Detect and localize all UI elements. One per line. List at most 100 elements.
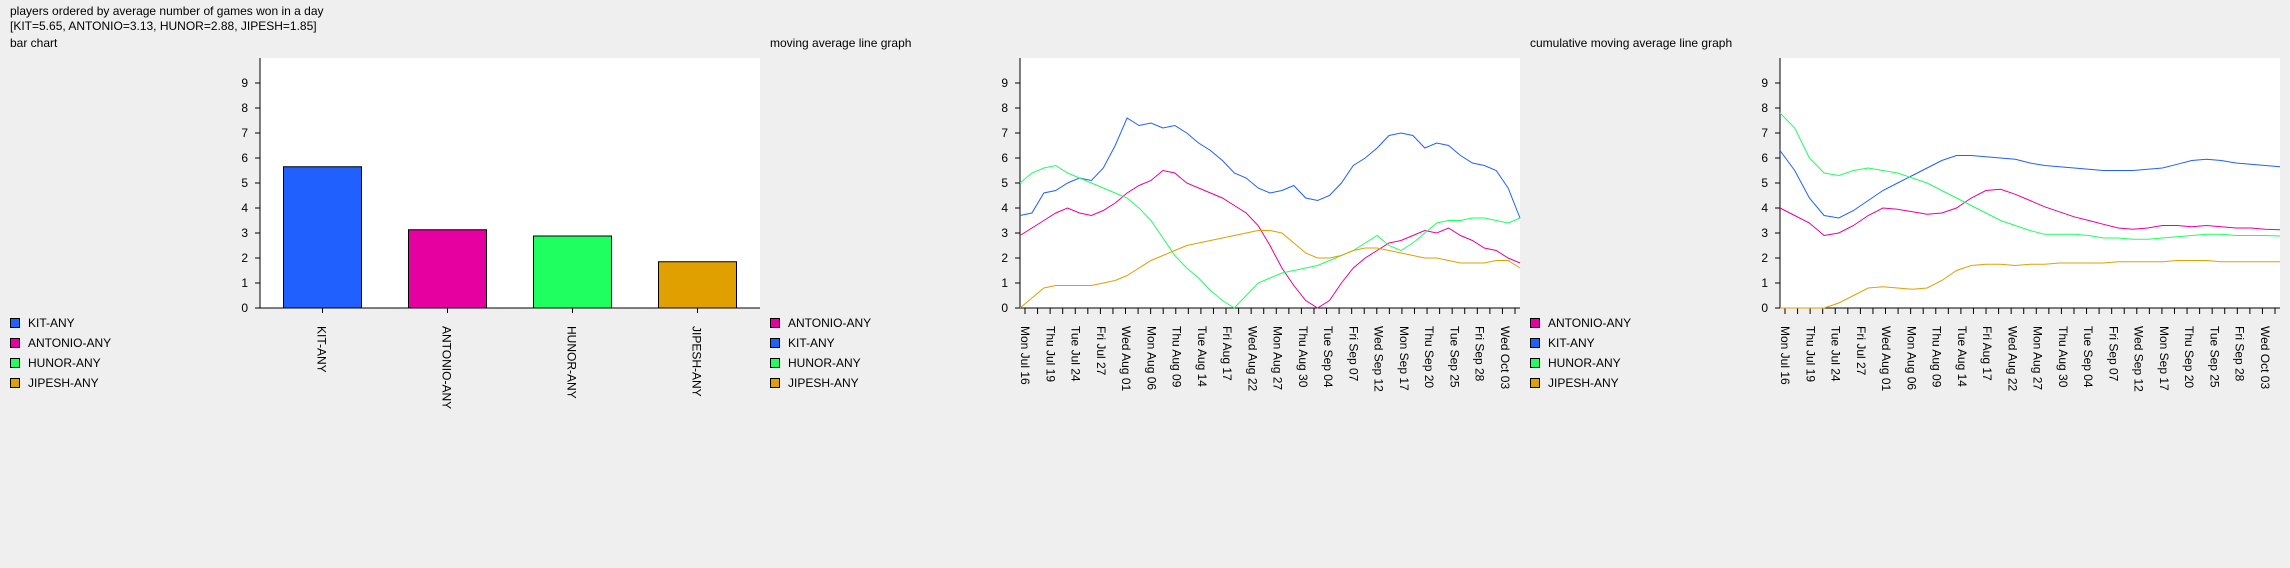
- moving-x-tick-label: Tue Aug 14: [1195, 326, 1209, 387]
- moving-x-tick-label: Mon Jul 16: [1018, 326, 1032, 385]
- legend-entry: ANTONIO-ANY: [1530, 313, 1631, 333]
- cumulative-x-tick-label: Thu Sep 20: [2182, 326, 2196, 388]
- cumulative-y-tick-label: 6: [1761, 151, 1768, 165]
- cumulative-average-legend: ANTONIO-ANY KIT-ANY HUNOR-ANY JIPESH-ANY: [1530, 313, 1631, 393]
- bar-jipesh-any: [658, 261, 737, 309]
- bar-kit-any: [283, 166, 362, 309]
- cumulative-y-tick-label: 4: [1761, 201, 1768, 215]
- moving-y-tick-label: 5: [1001, 176, 1008, 190]
- bar-y-tick-label: 9: [241, 76, 248, 90]
- legend-label: JIPESH-ANY: [28, 376, 99, 390]
- bar-y-tick-label: 5: [241, 176, 248, 190]
- legend-label: ANTONIO-ANY: [1548, 316, 1632, 330]
- cumulative-x-tick-label: Fri Aug 17: [1980, 326, 1994, 381]
- cumulative-x-tick-label: Tue Aug 14: [1955, 326, 1969, 387]
- moving-x-tick-label: Fri Jul 27: [1094, 326, 1108, 376]
- bar-y-tick-label: 7: [241, 126, 248, 140]
- bar-x-tick-label: KIT-ANY: [315, 326, 329, 373]
- moving-y-tick-label: 2: [1001, 251, 1008, 265]
- legend-label: JIPESH-ANY: [788, 376, 859, 390]
- bar-y-tick-label: 1: [241, 276, 248, 290]
- moving-y-tick-label: 1: [1001, 276, 1008, 290]
- cumulative-x-tick-label: Fri Sep 28: [2233, 326, 2247, 382]
- moving-x-tick-label: Wed Aug 22: [1245, 326, 1259, 391]
- bar-x-tick-label: ANTONIO-ANY: [440, 326, 454, 409]
- legend-swatch: [1530, 318, 1540, 328]
- cumulative-y-tick-label: 5: [1761, 176, 1768, 190]
- cumulative-series-hunor-any: [1779, 112, 2281, 240]
- moving-series-kit-any: [1019, 117, 1521, 219]
- legend-swatch: [1530, 338, 1540, 348]
- legend-swatch: [10, 378, 20, 388]
- cumulative-y-tick-label: 9: [1761, 76, 1768, 90]
- moving-series-jipesh-any: [1019, 230, 1521, 309]
- legend-swatch: [1530, 358, 1540, 368]
- legend-entry: HUNOR-ANY: [1530, 353, 1631, 373]
- moving-y-tick-label: 8: [1001, 101, 1008, 115]
- cumulative-x-tick-label: Thu Aug 30: [2056, 326, 2070, 388]
- legend-entry: KIT-ANY: [770, 333, 871, 353]
- cumulative-series-kit-any: [1779, 150, 2281, 219]
- legend-label: KIT-ANY: [788, 336, 835, 350]
- cumulative-x-tick-label: Wed Sep 12: [2132, 326, 2146, 392]
- legend-label: KIT-ANY: [28, 316, 75, 330]
- cumulative-y-tick-label: 1: [1761, 276, 1768, 290]
- legend-swatch: [10, 318, 20, 328]
- moving-y-tick-label: 9: [1001, 76, 1008, 90]
- legend-swatch: [770, 358, 780, 368]
- bar-y-tick-label: 0: [241, 301, 248, 315]
- moving-average-legend: ANTONIO-ANY KIT-ANY HUNOR-ANY JIPESH-ANY: [770, 313, 871, 393]
- bar-y-tick-label: 2: [241, 251, 248, 265]
- bar-hunor-any: [533, 235, 612, 309]
- bar-x-tick-label: JIPESH-ANY: [690, 326, 704, 397]
- legend-label: KIT-ANY: [1548, 336, 1595, 350]
- moving-x-tick-label: Tue Jul 24: [1069, 326, 1083, 382]
- moving-x-tick-label: Mon Sep 17: [1397, 326, 1411, 391]
- legend-entry: JIPESH-ANY: [770, 373, 871, 393]
- legend-swatch: [10, 338, 20, 348]
- cumulative-x-tick-label: Wed Aug 01: [1879, 326, 1893, 391]
- legend-swatch: [770, 318, 780, 328]
- cumulative-y-tick-label: 3: [1761, 226, 1768, 240]
- legend-entry: ANTONIO-ANY: [10, 333, 111, 353]
- moving-x-tick-label: Thu Aug 09: [1170, 326, 1184, 388]
- chart-title: players ordered by average number of gam…: [10, 4, 324, 18]
- moving-plot-area: [1020, 58, 1520, 308]
- moving-x-tick-label: Tue Sep 25: [1447, 326, 1461, 388]
- cumulative-series-jipesh-any: [1780, 260, 2280, 309]
- cumulative-x-tick-label: Mon Jul 16: [1778, 326, 1792, 385]
- moving-x-tick-label: Wed Sep 12: [1372, 326, 1386, 392]
- legend-swatch: [770, 378, 780, 388]
- cumulative-x-tick-label: Wed Aug 22: [2005, 326, 2019, 391]
- legend-entry: ANTONIO-ANY: [770, 313, 871, 333]
- moving-x-tick-label: Mon Aug 06: [1144, 326, 1158, 390]
- bar-chart-label: bar chart: [10, 36, 58, 50]
- moving-x-tick-label: Tue Sep 04: [1321, 326, 1335, 388]
- bar-y-tick-label: 3: [241, 226, 248, 240]
- moving-x-tick-label: Mon Aug 27: [1271, 326, 1285, 390]
- legend-swatch: [1530, 378, 1540, 388]
- legend-entry: JIPESH-ANY: [1530, 373, 1631, 393]
- moving-x-tick-label: Fri Sep 07: [1346, 326, 1360, 382]
- moving-y-tick-label: 6: [1001, 151, 1008, 165]
- cumulative-y-tick-label: 7: [1761, 126, 1768, 140]
- chart-values-summary: [KIT=5.65, ANTONIO=3.13, HUNOR=2.88, JIP…: [10, 19, 317, 33]
- legend-swatch: [770, 338, 780, 348]
- legend-entry: HUNOR-ANY: [770, 353, 871, 373]
- cumulative-x-tick-label: Mon Aug 06: [1904, 326, 1918, 390]
- legend-label: HUNOR-ANY: [788, 356, 861, 370]
- bar-chart-legend: KIT-ANY ANTONIO-ANY HUNOR-ANY JIPESH-ANY: [10, 313, 111, 393]
- moving-y-tick-label: 7: [1001, 126, 1008, 140]
- legend-label: JIPESH-ANY: [1548, 376, 1619, 390]
- moving-x-tick-label: Thu Jul 19: [1043, 326, 1057, 382]
- moving-y-tick-label: 4: [1001, 201, 1008, 215]
- moving-series-antonio-any: [1019, 169, 1521, 309]
- legend-label: ANTONIO-ANY: [28, 336, 112, 350]
- legend-label: ANTONIO-ANY: [788, 316, 872, 330]
- moving-x-tick-label: Wed Oct 03: [1498, 326, 1512, 389]
- moving-x-tick-label: Thu Aug 30: [1296, 326, 1310, 388]
- cumulative-y-tick-label: 8: [1761, 101, 1768, 115]
- legend-entry: KIT-ANY: [10, 313, 111, 333]
- legend-entry: JIPESH-ANY: [10, 373, 111, 393]
